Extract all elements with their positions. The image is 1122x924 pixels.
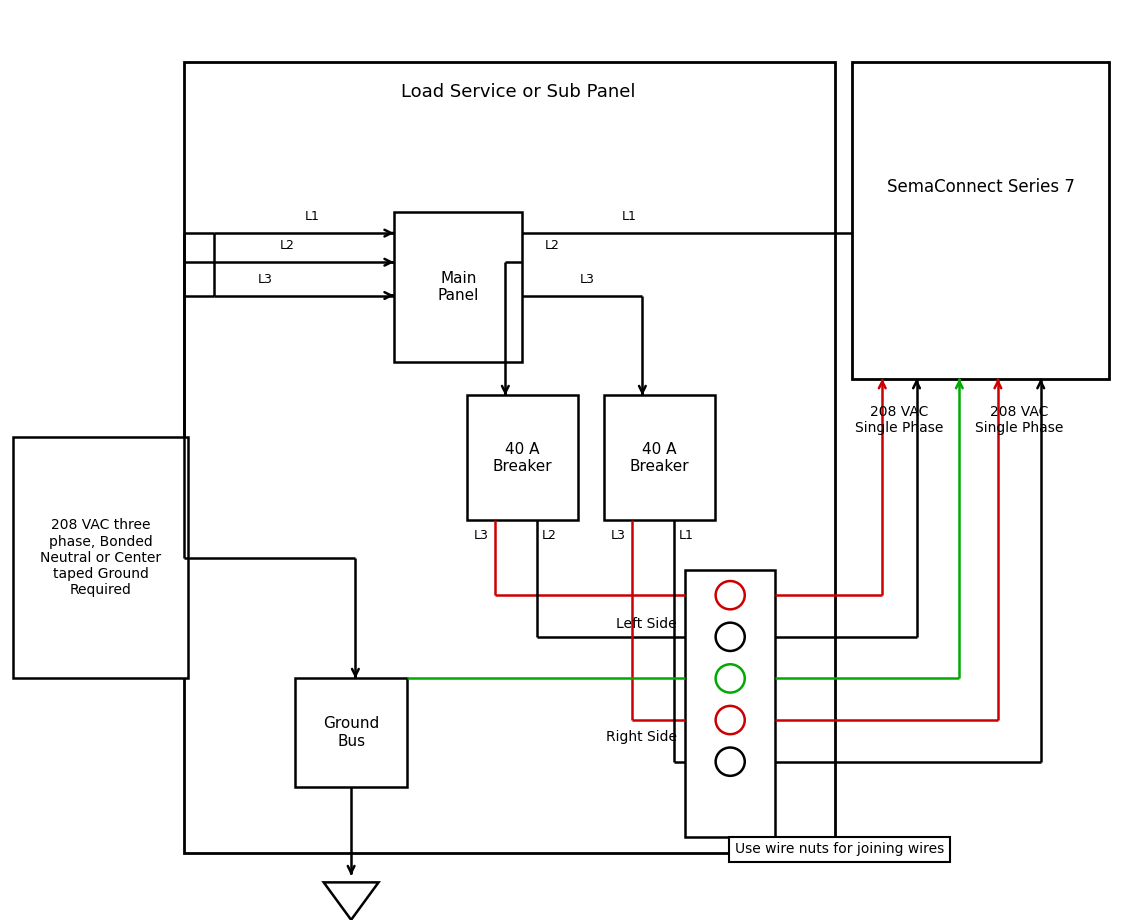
- Bar: [295, 678, 407, 786]
- Text: 208 VAC three
phase, Bonded
Neutral or Center
taped Ground
Required: 208 VAC three phase, Bonded Neutral or C…: [40, 518, 162, 597]
- Text: Left Side: Left Side: [616, 617, 677, 631]
- Bar: [394, 213, 523, 362]
- Text: L1: L1: [622, 210, 637, 223]
- Text: Use wire nuts for joining wires: Use wire nuts for joining wires: [735, 842, 944, 856]
- Text: L1: L1: [679, 529, 693, 541]
- Text: L3: L3: [611, 529, 626, 541]
- Text: Right Side: Right Side: [606, 730, 677, 744]
- Text: L3: L3: [258, 273, 273, 286]
- Text: L1: L1: [305, 210, 320, 223]
- Text: L2: L2: [545, 239, 560, 252]
- Bar: [467, 395, 578, 520]
- Text: L3: L3: [579, 273, 595, 286]
- Text: 40 A
Breaker: 40 A Breaker: [629, 442, 689, 474]
- Text: L2: L2: [279, 239, 294, 252]
- Text: Main
Panel: Main Panel: [438, 271, 479, 303]
- Bar: [12, 437, 188, 678]
- Text: SemaConnect Series 7: SemaConnect Series 7: [886, 178, 1075, 196]
- Text: 208 VAC
Single Phase: 208 VAC Single Phase: [855, 406, 944, 435]
- Text: L3: L3: [475, 529, 489, 541]
- Text: L2: L2: [541, 529, 557, 541]
- Text: 40 A
Breaker: 40 A Breaker: [493, 442, 552, 474]
- Bar: [853, 63, 1110, 379]
- Bar: [184, 63, 835, 853]
- Text: Ground
Bus: Ground Bus: [323, 716, 379, 748]
- Bar: [604, 395, 715, 520]
- Bar: [686, 570, 775, 836]
- Text: Load Service or Sub Panel: Load Service or Sub Panel: [401, 82, 635, 101]
- Text: 208 VAC
Single Phase: 208 VAC Single Phase: [975, 406, 1064, 435]
